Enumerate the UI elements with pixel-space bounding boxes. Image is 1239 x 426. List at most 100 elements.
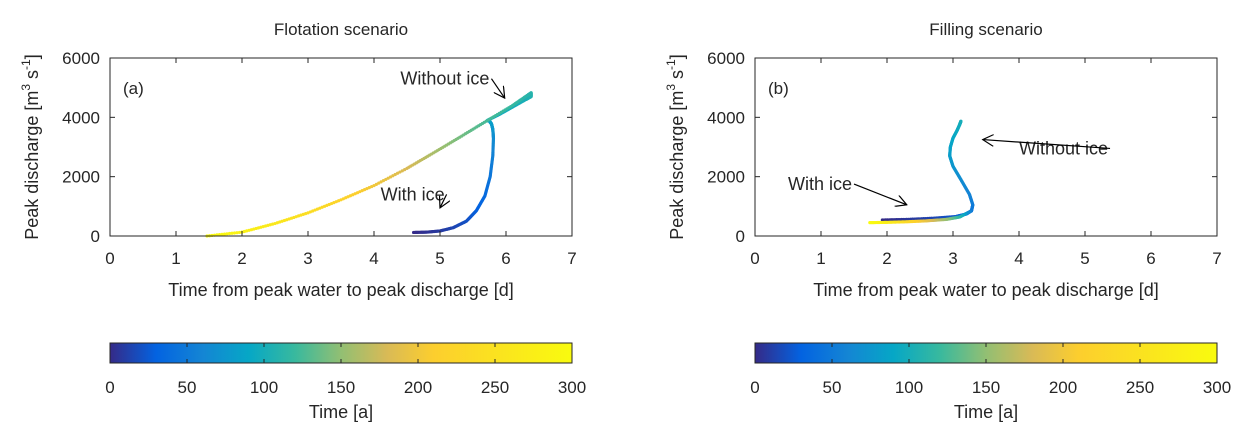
panel-a-ylabel-mid: s	[22, 70, 42, 84]
panel-a-colorbar-tick-label: 150	[327, 378, 355, 397]
panel-a-plot	[205, 91, 533, 238]
panel-a-colorbar-tick-label: 250	[481, 378, 509, 397]
panel-a-series-0-point	[235, 231, 239, 235]
panel-a-title: Flotation scenario	[274, 20, 408, 39]
panel-b-xtick-label: 0	[750, 249, 759, 268]
panel-a-ytick-label: 6000	[62, 49, 100, 68]
panel-b-xtick-label: 7	[1212, 249, 1221, 268]
panel-a-series-0-point	[398, 170, 402, 174]
panel-a-xtick-label: 5	[435, 249, 444, 268]
panel-b-ylabel-end: ]	[667, 54, 687, 59]
panel-a-series-0-point	[405, 166, 409, 170]
panel-a-colorbar-tick-label: 100	[250, 378, 278, 397]
panel-a-xlabel: Time from peak water to peak discharge […	[168, 280, 514, 300]
panel-b-colorbar-tick-label: 150	[972, 378, 1000, 397]
panel-b-xlabel: Time from peak water to peak discharge […	[813, 280, 1159, 300]
panel-a-xtick-label: 1	[171, 249, 180, 268]
panel-b-xtick-label: 4	[1014, 249, 1023, 268]
panel-a-ytick-label: 2000	[62, 168, 100, 187]
panel-a-annotation-arrow-0	[490, 78, 504, 98]
panel-a-colorbar-tick-label: 0	[105, 378, 114, 397]
panel-a-series-0-point	[379, 180, 383, 184]
panel-a-annotation-arrow-1	[440, 194, 447, 207]
panel-a-series-0-point	[393, 172, 397, 177]
panel-a-series-0-point	[222, 232, 227, 236]
panel-b-xtick-label: 2	[882, 249, 891, 268]
panel-a-ylabel-main: Peak discharge [m	[22, 91, 42, 240]
panel-b-ytick-label: 2000	[707, 168, 745, 187]
panel-a-yticks: 0 2000 4000 6000	[62, 49, 572, 246]
panel-b-series-0-point	[959, 119, 963, 123]
panel-a-series-0-point	[230, 231, 234, 235]
panel-b-yticks: 0 2000 4000 6000	[707, 49, 1217, 246]
panel-b-xtick-label: 5	[1080, 249, 1089, 268]
panel-a-xtick-label: 6	[501, 249, 510, 268]
panel-b-colorbar-ticks: 0 50 100 150 200 250 300	[750, 343, 1231, 397]
panel-b-plot	[868, 119, 975, 225]
panel-b-colorbar-tick-label: 0	[750, 378, 759, 397]
panel-b-title: Filling scenario	[929, 20, 1042, 39]
panel-b-colorbar-tick-label: 50	[823, 378, 842, 397]
panel-a-xtick-label: 7	[567, 249, 576, 268]
panel-b-colorbar-tick-label: 100	[895, 378, 923, 397]
panel-a: Flotation scenario (a) Time from peak wa…	[19, 20, 586, 422]
panel-b-axes-box	[754, 57, 1218, 237]
panel-a-series-0-point	[395, 171, 400, 175]
panel-a-annotations: Without ice With ice	[381, 69, 505, 208]
panel-b-ylabel-sup1: 3	[664, 84, 678, 91]
panel-a-ylabel-sup2: -1	[19, 59, 33, 70]
panel-a-series-0-point	[388, 175, 393, 179]
panel-a-xtick-label: 3	[303, 249, 312, 268]
panel-a-colorbar-tick-label: 50	[178, 378, 197, 397]
panel-a-xticks: 0 1 2 3 4 5 6 7	[105, 58, 577, 268]
panel-a-series-0-point	[384, 177, 388, 182]
panel-a-xtick-label: 4	[369, 249, 378, 268]
panel-a-ylabel: Peak discharge [m3 s-1]	[19, 54, 42, 239]
panel-b: Filling scenario (b) Time from peak wate…	[664, 20, 1231, 422]
panel-a-series-0-point	[381, 179, 386, 183]
panel-a-colorbar-tick-label: 200	[404, 378, 432, 397]
panel-b-annotation-arrow-1	[853, 183, 907, 205]
panel-a-series-0-point	[237, 230, 242, 235]
panel-a-axes-box	[109, 57, 573, 237]
panel-b-colorbar-label: Time [a]	[954, 402, 1018, 422]
panel-a-xtick-label: 0	[105, 249, 114, 268]
panel-a-series-0-point	[377, 181, 381, 185]
panel-a-annotation-0: Without ice	[400, 69, 489, 89]
panel-b-colorbar-tick-label: 200	[1049, 378, 1077, 397]
panel-a-series-0-point	[227, 231, 232, 236]
panel-a-series-0-point	[220, 232, 224, 236]
panel-a-series-0-point	[391, 174, 395, 178]
panel-a-series-0-point	[374, 182, 378, 186]
panel-b-xtick-label: 3	[948, 249, 957, 268]
panel-a-label: (a)	[123, 79, 144, 98]
panel-b-ytick-label: 4000	[707, 108, 745, 127]
panel-b-ylabel: Peak discharge [m3 s-1]	[664, 54, 687, 239]
panel-a-ytick-label: 0	[91, 227, 100, 246]
panel-a-series-0-point	[232, 231, 237, 235]
panel-a-xtick-label: 2	[237, 249, 246, 268]
panel-a-ylabel-end: ]	[22, 54, 42, 59]
panel-a-ytick-label: 4000	[62, 108, 100, 127]
panel-b-label: (b)	[768, 79, 789, 98]
panel-b-annotation-1: With ice	[788, 174, 852, 194]
panel-b-xtick-label: 1	[816, 249, 825, 268]
panel-b-colorbar-tick-label: 250	[1126, 378, 1154, 397]
panel-a-colorbar-label: Time [a]	[309, 402, 373, 422]
panel-b-annotation-arrow-0	[983, 140, 1111, 150]
panel-b-xticks: 0 1 2 3 4 5 6 7	[750, 58, 1222, 268]
panel-a-colorbar-ticks: 0 50 100 150 200 250 300	[105, 343, 586, 397]
panel-b-series-1-point	[868, 221, 872, 225]
panel-a-colorbar-tick-label: 300	[558, 378, 586, 397]
panel-a-series-0-point	[386, 176, 390, 180]
panel-a-series-0-point	[225, 232, 229, 236]
panel-b-xtick-label: 6	[1146, 249, 1155, 268]
panel-a-series-0-point	[403, 167, 407, 172]
panel-b-ylabel-main: Peak discharge [m	[667, 91, 687, 240]
panel-a-series-0-point	[217, 233, 222, 237]
panel-b-colorbar-tick-label: 300	[1203, 378, 1231, 397]
panel-a-ylabel-sup1: 3	[19, 84, 33, 91]
panel-a-series-0-point	[400, 169, 404, 173]
panel-b-ytick-label: 0	[736, 227, 745, 246]
